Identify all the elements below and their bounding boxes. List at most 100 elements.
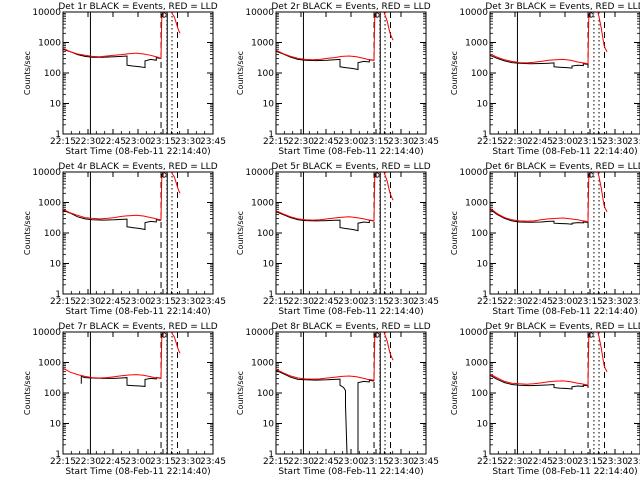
y-axis-label: Counts/sec <box>450 371 459 415</box>
panel-title: Det 2r BLACK = Events, RED = LLD <box>271 2 430 12</box>
y-tick-label: 10000 <box>459 328 488 338</box>
x-tick-label: 23:00 <box>125 137 151 147</box>
y-tick-label: 10000 <box>245 168 274 178</box>
panel-title: Det 7r BLACK = Events, RED = LLD <box>58 322 217 332</box>
y-tick-label: 10000 <box>32 328 61 338</box>
y-tick-label: 10 <box>477 420 489 430</box>
y-tick-label: 10 <box>50 420 62 430</box>
series-lld <box>490 172 608 223</box>
x-tick-label: 22:45 <box>100 297 126 307</box>
x-tick-label: 22:30 <box>502 297 528 307</box>
x-tick-label: 23:00 <box>338 297 364 307</box>
x-axis-label: Start Time (08-Feb-11 22:14:40) <box>492 307 637 317</box>
y-tick-label: 10000 <box>245 328 274 338</box>
detector-panel-7: Det 7r BLACK = Events, RED = LLD 1 10 100 10… <box>23 322 226 477</box>
x-axis-label: Start Time (08-Feb-11 22:14:40) <box>65 307 210 317</box>
x-tick-label: 22:30 <box>502 457 528 467</box>
y-axis-label: Counts/sec <box>23 211 32 255</box>
peak-marker <box>161 12 167 18</box>
plot-frame <box>275 171 427 295</box>
series-events <box>63 209 161 231</box>
x-tick-label: 22:45 <box>527 457 553 467</box>
series-lld <box>276 12 394 61</box>
x-tick-label: 23:15 <box>577 457 603 467</box>
y-tick-label: 10 <box>263 420 275 430</box>
x-tick-label: 23:00 <box>552 137 578 147</box>
x-tick-label: 22:15 <box>50 137 76 147</box>
x-tick-label: 23:45 <box>413 137 439 147</box>
peak-marker <box>161 172 167 178</box>
x-tick-label: 22:15 <box>477 297 503 307</box>
y-tick-label: 1 <box>268 130 274 140</box>
detector-panel-3: Det 3r BLACK = Events, RED = LLD 1 10 100 10… <box>450 2 640 157</box>
x-tick-label: 23:45 <box>200 297 226 307</box>
y-axis-label: Counts/sec <box>450 211 459 255</box>
y-tick-label: 10 <box>477 100 489 110</box>
y-tick-label: 10000 <box>459 168 488 178</box>
x-tick-label: 22:30 <box>75 137 101 147</box>
series-events <box>63 48 161 69</box>
y-tick-label: 10000 <box>32 8 61 18</box>
detector-panel-8: Det 8r BLACK = Events, RED = LLD 1 10 100 10… <box>236 322 439 477</box>
series-lld <box>63 12 181 60</box>
y-axis-label: Counts/sec <box>236 371 245 415</box>
x-tick-label: 23:15 <box>363 137 389 147</box>
y-tick-label: 1 <box>55 290 61 300</box>
x-tick-label: 23:30 <box>602 297 628 307</box>
series-events <box>276 50 374 71</box>
peak-marker <box>161 332 167 338</box>
series-lld <box>63 332 181 379</box>
y-tick-label: 10000 <box>245 8 274 18</box>
y-tick-label: 1000 <box>38 39 61 49</box>
y-tick-label: 100 <box>257 69 274 79</box>
x-tick-label: 23:15 <box>150 137 176 147</box>
x-tick-label: 23:30 <box>388 457 414 467</box>
y-tick-label: 10000 <box>459 8 488 18</box>
series-events <box>80 375 161 387</box>
plot-frame <box>489 11 640 135</box>
x-axis-label: Start Time (08-Feb-11 22:14:40) <box>65 147 210 157</box>
y-tick-label: 100 <box>257 229 274 239</box>
plot-frame <box>62 331 214 455</box>
peak-marker <box>374 172 380 178</box>
series-events <box>276 211 374 232</box>
x-tick-label: 23:30 <box>602 137 628 147</box>
x-tick-label: 22:45 <box>527 137 553 147</box>
y-tick-label: 1000 <box>251 359 274 369</box>
detector-panel-9: Det 9r BLACK = Events, RED = LLD 1 10 100 10… <box>450 322 640 477</box>
y-tick-label: 100 <box>44 69 61 79</box>
x-axis-label: Start Time (08-Feb-11 22:14:40) <box>278 467 423 477</box>
y-tick-label: 100 <box>471 389 488 399</box>
x-tick-label: 22:30 <box>288 137 314 147</box>
x-tick-label: 23:30 <box>175 137 201 147</box>
y-tick-label: 10 <box>263 260 275 270</box>
y-tick-label: 100 <box>257 389 274 399</box>
x-tick-label: 23:30 <box>175 457 201 467</box>
x-tick-label: 22:15 <box>263 137 289 147</box>
peak-marker <box>374 12 380 18</box>
detector-panel-1: Det 1r BLACK = Events, RED = LLD 1 10 100 10… <box>23 2 226 157</box>
plot-frame <box>489 171 640 295</box>
x-tick-label: 23:45 <box>413 457 439 467</box>
x-tick-label: 23:00 <box>125 457 151 467</box>
x-tick-label: 23:15 <box>577 297 603 307</box>
y-tick-label: 1 <box>268 290 274 300</box>
panel-title: Det 3r BLACK = Events, RED = LLD <box>485 2 640 12</box>
x-tick-label: 22:15 <box>477 457 503 467</box>
x-tick-label: 22:15 <box>50 457 76 467</box>
x-axis-label: Start Time (08-Feb-11 22:14:40) <box>492 467 637 477</box>
x-axis-label: Start Time (08-Feb-11 22:14:40) <box>278 307 423 317</box>
y-tick-label: 1000 <box>465 39 488 49</box>
x-tick-label: 23:30 <box>388 297 414 307</box>
y-tick-label: 1000 <box>465 199 488 209</box>
series-events <box>490 208 588 225</box>
x-tick-label: 22:30 <box>75 457 101 467</box>
x-tick-label: 22:45 <box>527 297 553 307</box>
x-tick-label: 23:00 <box>338 137 364 147</box>
y-axis-label: Counts/sec <box>236 211 245 255</box>
x-tick-label: 23:45 <box>200 457 226 467</box>
x-tick-label: 22:30 <box>502 137 528 147</box>
x-tick-label: 23:15 <box>577 137 603 147</box>
